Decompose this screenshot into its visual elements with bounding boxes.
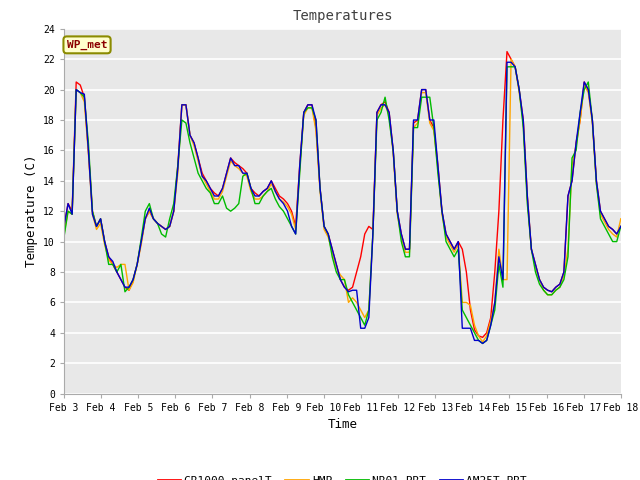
CR1000 panelT — [280, 196, 287, 202]
AM25T PRT — [458, 325, 466, 331]
CR1000 panelT — [540, 284, 547, 290]
AM25T PRT — [377, 102, 385, 108]
HMP — [479, 339, 486, 345]
CR1000 panelT — [613, 231, 621, 237]
HMP — [617, 216, 625, 222]
AM25T PRT — [60, 224, 68, 229]
NR01 PRT — [613, 239, 621, 244]
AM25T PRT — [264, 186, 271, 192]
NR01 PRT — [503, 64, 511, 70]
HMP — [60, 231, 68, 237]
HMP — [280, 199, 287, 205]
Line: HMP: HMP — [64, 59, 621, 342]
HMP — [613, 234, 621, 240]
Text: WP_met: WP_met — [67, 40, 108, 50]
NR01 PRT — [377, 109, 385, 115]
CR1000 panelT — [264, 186, 271, 192]
AM25T PRT — [280, 201, 287, 206]
Line: AM25T PRT: AM25T PRT — [64, 62, 621, 344]
CR1000 panelT — [503, 49, 511, 55]
NR01 PRT — [280, 208, 287, 214]
AM25T PRT — [540, 284, 547, 290]
Line: NR01 PRT: NR01 PRT — [64, 67, 621, 344]
AM25T PRT — [503, 60, 511, 65]
HMP — [540, 288, 547, 293]
AM25T PRT — [613, 231, 621, 237]
HMP — [458, 300, 466, 305]
NR01 PRT — [479, 341, 486, 347]
NR01 PRT — [617, 224, 625, 229]
Y-axis label: Temperature (C): Temperature (C) — [25, 155, 38, 267]
CR1000 panelT — [458, 246, 466, 252]
HMP — [377, 105, 385, 111]
Legend: CR1000 panelT, HMP, NR01 PRT, AM25T PRT: CR1000 panelT, HMP, NR01 PRT, AM25T PRT — [153, 471, 532, 480]
NR01 PRT — [264, 189, 271, 194]
Line: CR1000 panelT: CR1000 panelT — [64, 52, 621, 337]
CR1000 panelT — [479, 335, 486, 340]
AM25T PRT — [617, 224, 625, 229]
CR1000 panelT — [60, 224, 68, 229]
NR01 PRT — [60, 234, 68, 240]
Title: Temperatures: Temperatures — [292, 10, 393, 24]
X-axis label: Time: Time — [328, 418, 357, 431]
CR1000 panelT — [617, 224, 625, 229]
HMP — [264, 189, 271, 194]
AM25T PRT — [479, 341, 486, 347]
NR01 PRT — [540, 288, 547, 293]
CR1000 panelT — [377, 102, 385, 108]
NR01 PRT — [458, 307, 466, 313]
HMP — [508, 56, 515, 62]
